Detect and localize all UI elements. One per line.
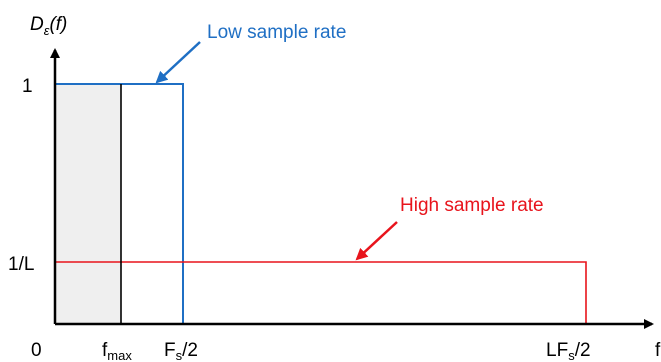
x-axis-label: f xyxy=(655,340,661,361)
x-tick-fs-half: Fs/2 xyxy=(164,340,198,362)
in-band-shaded-region xyxy=(55,84,121,324)
high-rate-arrow xyxy=(355,221,398,261)
y-tick-1: 1 xyxy=(22,76,33,97)
high-sample-rate-label: High sample rate xyxy=(400,195,544,216)
high-sample-rate-rectangle xyxy=(55,261,587,324)
low-sample-rate-label: Low sample rate xyxy=(207,22,346,43)
x-tick-fmax: fmax xyxy=(102,340,132,362)
x-tick-lfs-half: LFs/2 xyxy=(546,340,591,362)
low-rate-arrow xyxy=(155,41,201,84)
y-axis-label: Dε(f) xyxy=(30,14,67,38)
y-tick-1-over-L: 1/L xyxy=(8,254,34,275)
origin-label: 0 xyxy=(31,340,42,361)
